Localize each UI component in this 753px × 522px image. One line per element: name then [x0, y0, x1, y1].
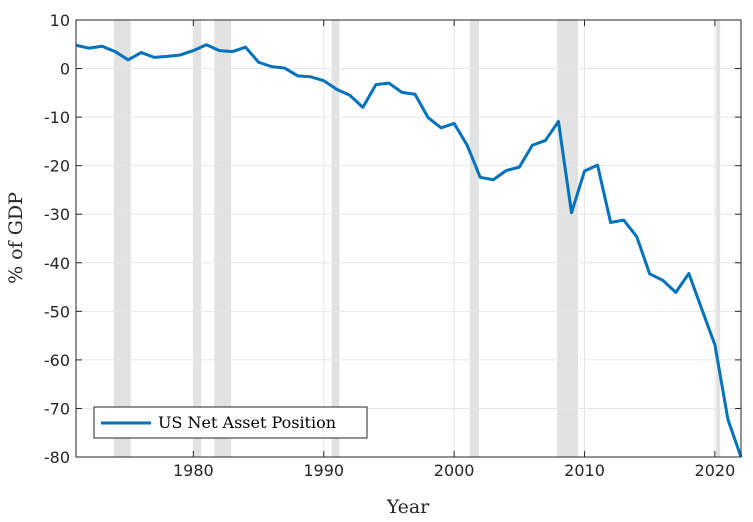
- series-lines: [75, 43, 743, 458]
- x-tick-label: 2000: [434, 461, 475, 480]
- y-tick-label: 0: [60, 60, 70, 79]
- legend: US Net Asset Position: [93, 406, 368, 439]
- y-tick-label: -60: [44, 351, 70, 370]
- x-tick-labels: 1980 1990 2000 2010 2020: [173, 461, 735, 480]
- x-tick-label: 1990: [303, 461, 344, 480]
- recession-band-7: [716, 20, 721, 457]
- recession-shading-group: [113, 20, 721, 457]
- recession-band-4: [331, 20, 340, 457]
- y-tick-label: -20: [44, 157, 70, 176]
- axes: [75, 19, 742, 458]
- recession-band-6: [557, 20, 579, 457]
- x-tick-label: 1980: [173, 461, 214, 480]
- y-tick-label: -40: [44, 254, 70, 273]
- y-tick-label: -80: [44, 448, 70, 467]
- x-axis-title: Year: [386, 496, 430, 518]
- recession-band-2: [193, 20, 202, 457]
- y-tick-label: 10: [50, 11, 70, 30]
- x-tick-label: 2020: [695, 461, 736, 480]
- y-tick-labels: 10 0 -10 -20 -30 -40 -50 -60 -70 -80: [44, 11, 70, 467]
- legend-label: US Net Asset Position: [158, 413, 336, 432]
- recession-band-5: [469, 20, 479, 457]
- grid-lines: [76, 19, 741, 458]
- y-tick-label: -50: [44, 302, 70, 321]
- series-line-1: [75, 43, 743, 458]
- recession-band-3: [214, 20, 232, 457]
- recession-band-1: [113, 20, 131, 457]
- y-tick-label: -30: [44, 205, 70, 224]
- plot-frame: [75, 19, 742, 458]
- y-tick-label: -10: [44, 108, 70, 127]
- x-tick-label: 2010: [564, 461, 605, 480]
- plot-background: [76, 20, 741, 457]
- y-tick-label: -70: [44, 399, 70, 418]
- y-axis-title: % of GDP: [5, 192, 27, 284]
